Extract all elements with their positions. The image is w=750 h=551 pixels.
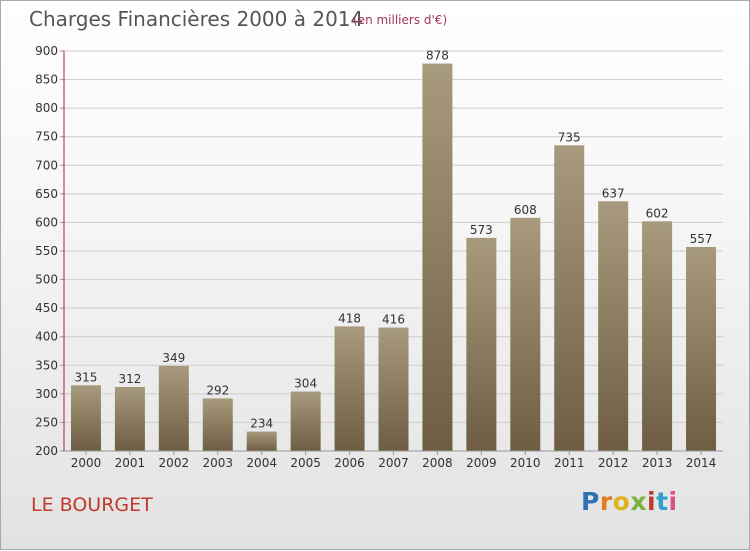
bar-2008 <box>422 63 453 451</box>
data-label: 418 <box>338 311 361 325</box>
x-tick-label: 2000 <box>71 456 102 470</box>
logo-letter: x <box>630 487 647 516</box>
bar-2005 <box>290 391 321 451</box>
y-tick-label: 350 <box>35 358 58 372</box>
axes: 200 250 300 350 400 450 500 550 600 650 700 750 800 8… <box>35 44 723 470</box>
data-label: 304 <box>294 377 317 391</box>
data-label: 416 <box>382 313 405 327</box>
bars <box>70 63 717 452</box>
logo-letter: i <box>647 487 657 516</box>
bar-2006 <box>334 326 365 451</box>
x-tick-label: 2009 <box>466 456 497 470</box>
logo-letter: P <box>581 487 600 516</box>
logo-letter: t <box>656 487 669 516</box>
x-tick-label: 2013 <box>642 456 673 470</box>
bar-2009 <box>466 237 497 451</box>
bar-2003 <box>202 398 233 451</box>
bar-2014 <box>686 247 717 451</box>
chart-subtitle: (en milliers d'€) <box>353 13 448 27</box>
bar-2007 <box>378 327 409 451</box>
y-tick-label: 650 <box>35 187 58 201</box>
y-tick-label: 300 <box>35 387 58 401</box>
bar-2001 <box>114 387 145 451</box>
y-tick-label: 850 <box>35 73 58 87</box>
y-tick-label: 800 <box>35 101 58 115</box>
y-tick-label: 400 <box>35 330 58 344</box>
y-tick-label: 500 <box>35 273 58 287</box>
x-tick-label: 2001 <box>115 456 146 470</box>
data-label: 878 <box>426 49 449 63</box>
x-tick-label: 2002 <box>159 456 190 470</box>
x-tick-label: 2005 <box>290 456 321 470</box>
bar-2011 <box>554 145 585 452</box>
data-label: 315 <box>75 370 98 384</box>
y-tick-label: 200 <box>35 444 58 458</box>
y-tick-label: 450 <box>35 301 58 315</box>
x-tick-label: 2010 <box>510 456 541 470</box>
bar-2000 <box>70 385 101 451</box>
data-labels: 315 312 349 292 234 304 418 416 878 573 608 735 637 6… <box>75 49 713 431</box>
data-label: 234 <box>250 417 273 431</box>
data-label: 735 <box>558 130 581 144</box>
data-label: 637 <box>602 186 625 200</box>
x-tick-label: 2003 <box>202 456 233 470</box>
y-tick-label: 750 <box>35 130 58 144</box>
x-tick-label: 2006 <box>334 456 365 470</box>
proxiti-logo[interactable]: Proxiti <box>581 487 678 516</box>
bar-2012 <box>598 201 629 451</box>
chart-title: Charges Financières 2000 à 2014 <box>29 7 364 31</box>
commune-name: LE BOURGET <box>31 494 153 516</box>
logo-letter: r <box>599 487 613 516</box>
x-tick-label: 2007 <box>378 456 409 470</box>
y-tick-label: 600 <box>35 215 58 229</box>
x-tick-label: 2011 <box>554 456 585 470</box>
y-tick-label: 900 <box>35 44 58 58</box>
data-label: 602 <box>646 206 669 220</box>
bar-2002 <box>158 365 189 451</box>
y-tick-label: 550 <box>35 244 58 258</box>
x-tick-label: 2014 <box>686 456 717 470</box>
data-label: 573 <box>470 223 493 237</box>
logo-letter: i <box>668 487 678 516</box>
y-tick-label: 700 <box>35 158 58 172</box>
data-label: 557 <box>690 232 713 246</box>
x-tick-label: 2012 <box>598 456 629 470</box>
data-label: 349 <box>162 351 185 365</box>
logo-letter: o <box>612 487 631 516</box>
data-label: 292 <box>206 383 229 397</box>
x-tick-label: 2004 <box>246 456 277 470</box>
bar-2013 <box>642 221 673 451</box>
x-tick-label: 2008 <box>422 456 453 470</box>
y-tick-label: 250 <box>35 415 58 429</box>
data-label: 312 <box>118 372 141 386</box>
bar-2010 <box>510 217 541 451</box>
bar-2004 <box>246 431 277 451</box>
data-label: 608 <box>514 203 537 217</box>
